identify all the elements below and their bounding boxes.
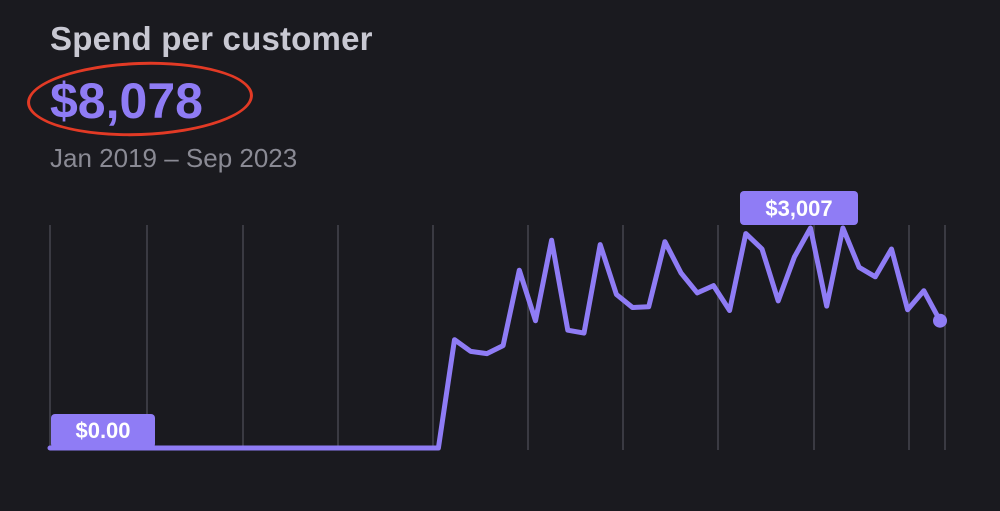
min-label: $0.00 <box>51 414 155 448</box>
min-label-text: $0.00 <box>75 418 130 443</box>
series-end-point <box>933 313 947 328</box>
chart-gridlines <box>49 225 946 450</box>
chart-title: Spend per customer <box>50 20 373 57</box>
series-line <box>47 225 943 451</box>
max-label-text: $3,007 <box>765 196 832 221</box>
date-range: Jan 2019 – Sep 2023 <box>50 143 298 173</box>
total-spend-value: $8,078 <box>50 73 203 129</box>
max-label: $3,007 <box>740 191 858 225</box>
